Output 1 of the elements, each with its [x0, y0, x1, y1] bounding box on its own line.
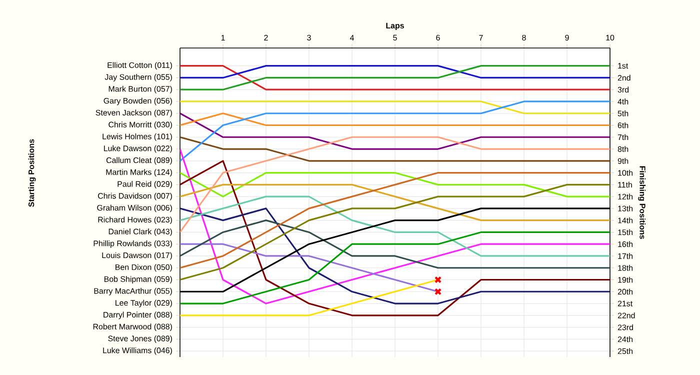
line-series	[180, 243, 439, 292]
